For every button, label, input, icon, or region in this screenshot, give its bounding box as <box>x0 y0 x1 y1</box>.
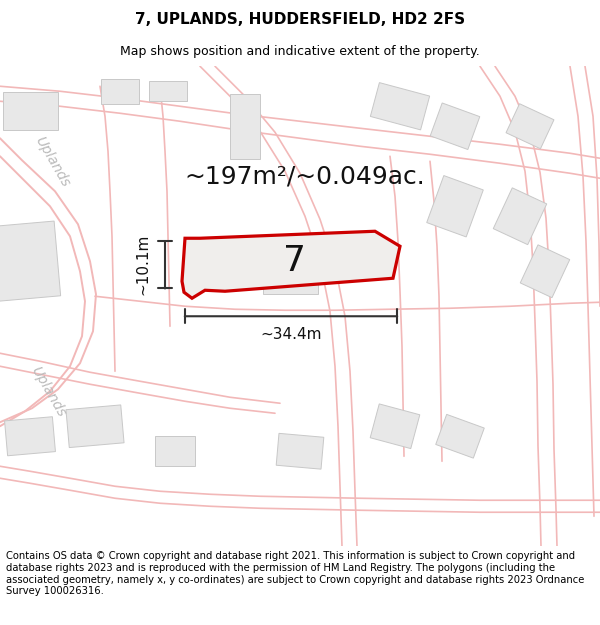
Polygon shape <box>101 79 139 104</box>
Polygon shape <box>430 103 480 149</box>
Polygon shape <box>520 245 570 298</box>
Polygon shape <box>506 104 554 149</box>
Polygon shape <box>0 221 61 301</box>
Text: ~197m²/~0.049ac.: ~197m²/~0.049ac. <box>185 164 425 188</box>
Polygon shape <box>263 249 317 294</box>
Text: 7, UPLANDS, HUDDERSFIELD, HD2 2FS: 7, UPLANDS, HUDDERSFIELD, HD2 2FS <box>135 12 465 27</box>
Polygon shape <box>436 414 484 458</box>
Polygon shape <box>493 188 547 244</box>
Polygon shape <box>182 231 400 298</box>
Text: Contains OS data © Crown copyright and database right 2021. This information is : Contains OS data © Crown copyright and d… <box>6 551 584 596</box>
Text: Uplands: Uplands <box>32 134 72 189</box>
Text: Map shows position and indicative extent of the property.: Map shows position and indicative extent… <box>120 45 480 58</box>
Polygon shape <box>5 417 55 456</box>
Polygon shape <box>230 94 260 159</box>
Text: ~10.1m: ~10.1m <box>136 234 151 296</box>
Text: Uplands: Uplands <box>28 364 68 419</box>
Polygon shape <box>2 92 58 130</box>
Polygon shape <box>427 176 483 237</box>
Polygon shape <box>66 405 124 448</box>
Polygon shape <box>155 436 195 466</box>
Polygon shape <box>276 433 324 469</box>
Polygon shape <box>370 82 430 130</box>
Text: ~34.4m: ~34.4m <box>260 327 322 342</box>
Text: 7: 7 <box>284 244 307 278</box>
Polygon shape <box>370 404 420 449</box>
Polygon shape <box>149 81 187 101</box>
